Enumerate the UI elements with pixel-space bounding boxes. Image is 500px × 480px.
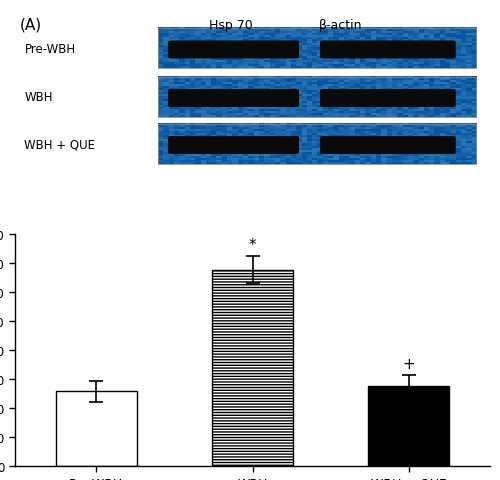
FancyBboxPatch shape [168,137,299,155]
FancyBboxPatch shape [168,41,299,60]
FancyBboxPatch shape [168,90,299,108]
Text: *: * [248,238,256,253]
Bar [56,391,137,466]
FancyBboxPatch shape [320,137,456,155]
Bar [158,29,475,69]
Bar [158,124,475,165]
Bar [158,77,475,118]
Text: β-actin: β-actin [318,19,362,32]
Text: +: + [402,356,415,371]
Text: WBH + QUE: WBH + QUE [24,138,96,151]
FancyBboxPatch shape [320,41,456,60]
Bar [368,386,450,466]
FancyBboxPatch shape [320,90,456,108]
Text: (A): (A) [20,18,42,33]
Text: Hsp 70: Hsp 70 [209,19,253,32]
Bar [212,270,293,466]
Text: Pre-WBH: Pre-WBH [24,43,76,56]
Text: WBH: WBH [24,91,53,104]
